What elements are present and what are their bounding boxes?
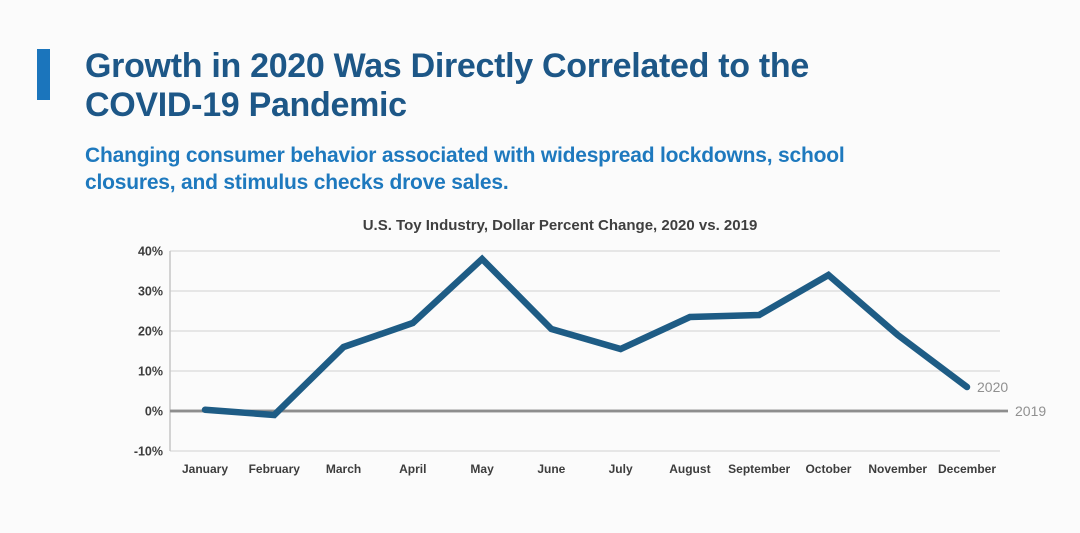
page-subtitle-line-2: closures, and stimulus checks drove sale… xyxy=(85,171,509,194)
page-title: Growth in 2020 Was Directly Correlated t… xyxy=(85,47,1045,125)
x-tick-label: July xyxy=(609,462,633,476)
x-tick-label: November xyxy=(868,462,927,476)
x-tick-label: August xyxy=(669,462,710,476)
x-tick-label: May xyxy=(470,462,494,476)
chart-title: U.S. Toy Industry, Dollar Percent Change… xyxy=(362,217,758,234)
page-subtitle: Changing consumer behavior associated wi… xyxy=(85,142,1045,196)
y-tick-label: 20% xyxy=(138,325,163,339)
series-label-2020: 2020 xyxy=(977,379,1008,395)
x-tick-label: April xyxy=(399,462,426,476)
x-tick-label: September xyxy=(728,462,790,476)
page-title-line-1: Growth in 2020 Was Directly Correlated t… xyxy=(85,47,809,85)
y-tick-label: -10% xyxy=(134,445,163,459)
x-tick-label: October xyxy=(805,462,851,476)
line-chart: 40% 30% 20% 10% 0% -10% January February March Ap… xyxy=(134,245,1047,477)
x-tick-label: February xyxy=(249,462,301,476)
page-title-line-2: COVID-19 Pandemic xyxy=(85,86,407,124)
y-tick-label: 10% xyxy=(138,365,163,379)
y-tick-label: 30% xyxy=(138,285,163,299)
y-tick-label: 40% xyxy=(138,245,163,259)
y-tick-label: 0% xyxy=(145,405,163,419)
x-tick-label: December xyxy=(938,462,996,476)
x-tick-label: June xyxy=(537,462,565,476)
x-tick-label: March xyxy=(326,462,361,476)
series-label-2019: 2019 xyxy=(1015,403,1046,419)
x-tick-label: January xyxy=(182,462,228,476)
title-accent-bar xyxy=(37,49,50,100)
series-line-2020 xyxy=(201,254,971,419)
page-subtitle-line-1: Changing consumer behavior associated wi… xyxy=(85,144,845,167)
